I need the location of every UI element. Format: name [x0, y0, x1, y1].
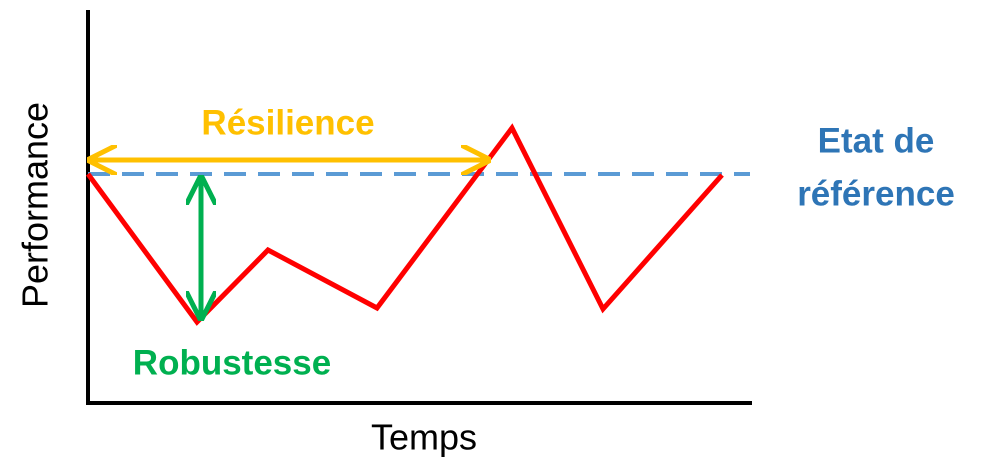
- reference-label: Etat de: [818, 121, 935, 160]
- x-axis-label: Temps: [371, 417, 477, 458]
- reference-label: référence: [797, 174, 955, 213]
- resilience-label: Résilience: [201, 103, 374, 142]
- robustness-label: Robustesse: [133, 343, 331, 382]
- y-axis-label: Performance: [15, 102, 56, 308]
- performance-line: [85, 123, 724, 326]
